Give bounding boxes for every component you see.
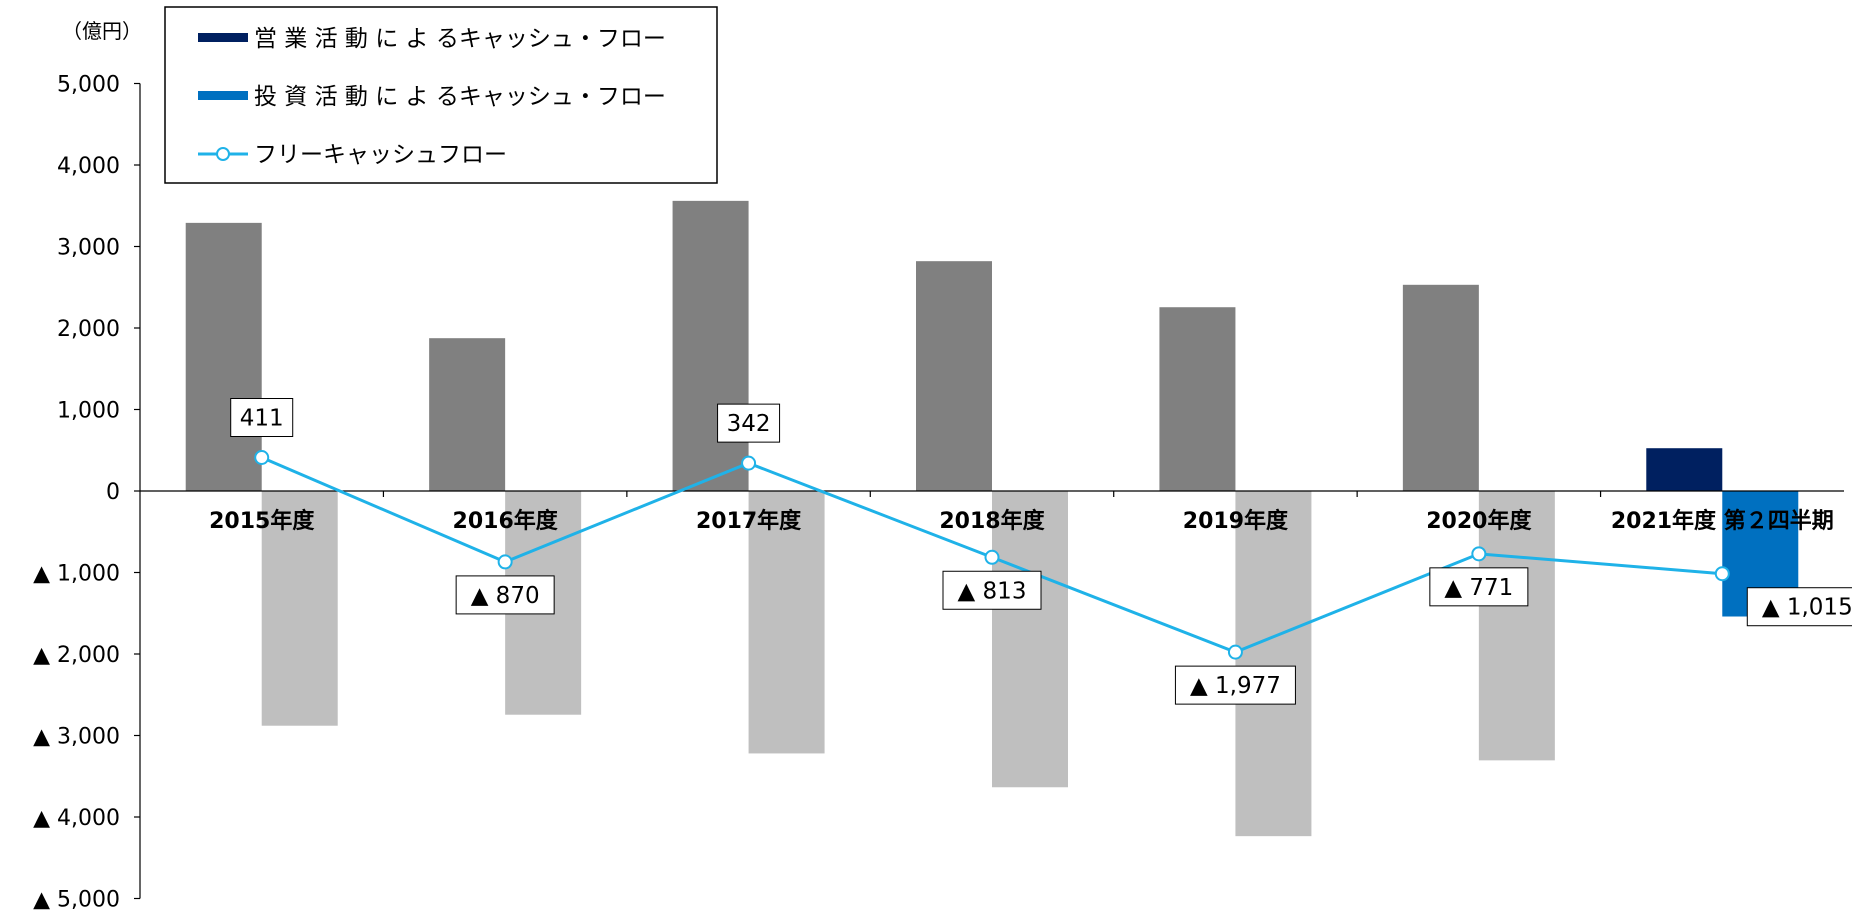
investing-bar [992, 491, 1068, 788]
operating-bar [185, 222, 262, 492]
investing-bar [1235, 491, 1312, 837]
y-tick-label: ▲ 1,000 [33, 562, 120, 587]
fcf-data-label-box [1174, 665, 1296, 705]
legend-swatch-investing [198, 91, 248, 100]
y-tick-label: 1,000 [57, 399, 120, 424]
fcf-data-label: ▲ 1,977 [1190, 673, 1281, 699]
legend-label-operating: 営 業 活 動 に よ るキャッシュ・フロー [254, 26, 666, 52]
fcf-point [1227, 644, 1243, 660]
fcf-data-label: ▲ 771 [1444, 575, 1513, 601]
category-label: 2021年度 第２四半期 [1611, 508, 1834, 534]
fcf-data-label-box [455, 575, 555, 615]
y-tick-label: 0 [106, 480, 120, 505]
fcf-point [254, 450, 270, 466]
fcf-data-label-box [942, 570, 1042, 610]
fcf-data-label: ▲ 870 [471, 583, 540, 609]
fcf-data-label: 411 [240, 406, 284, 432]
category-label: 2017年度 [696, 508, 802, 534]
investing-bars [261, 491, 1799, 837]
category-label: 2018年度 [939, 508, 1045, 534]
fcf-data-label-box [1746, 587, 1852, 627]
operating-bar [1646, 448, 1723, 491]
operating-bar [1159, 307, 1236, 491]
fcf-data-labels: 411 ▲ 870 342 ▲ 813 ▲ 1,977 ▲ 771 ▲ 1,015 [230, 398, 1852, 705]
y-tick-labels: 5,000 4,000 3,000 2,000 1,000 0 ▲ 1,000 ▲ 2,000… [33, 73, 120, 911]
operating-bar [672, 200, 749, 492]
category-label: 2015年度 [209, 508, 315, 534]
operating-bar [916, 261, 992, 491]
operating-bars [185, 200, 1723, 492]
fcf-data-label: 342 [727, 411, 771, 437]
category-label: 2020年度 [1426, 508, 1532, 534]
legend-label-investing: 投 資 活 動 に よ るキャッシュ・フロー [254, 84, 666, 110]
fcf-data-label-box [717, 403, 781, 443]
fcf-point [1714, 566, 1730, 582]
investing-bar [261, 491, 338, 726]
legend-swatch-fcf-marker [216, 147, 230, 161]
investing-bar [1478, 491, 1555, 761]
fcf-point [1471, 546, 1487, 562]
legend-box [164, 6, 718, 184]
legend: 営 業 活 動 に よ るキャッシュ・フロー 投 資 活 動 に よ るキャッシ… [164, 6, 718, 184]
legend-swatch-operating [198, 33, 248, 42]
fcf-data-label-box [1429, 567, 1529, 607]
operating-bar [429, 338, 506, 491]
y-tick-label: ▲ 2,000 [33, 643, 120, 668]
axes [134, 82, 1844, 900]
fcf-point [984, 549, 1000, 565]
y-tick-label: 3,000 [57, 236, 120, 261]
y-tick-label: 4,000 [57, 154, 120, 179]
plot-area: 5,000 4,000 3,000 2,000 1,000 0 ▲ 1,000 ▲ 2,000… [33, 73, 1852, 911]
unit-label: （億円） [62, 19, 142, 43]
operating-bar [1402, 284, 1479, 491]
legend-label-fcf: フリーキャッシュフロー [254, 142, 507, 168]
category-label: 2016年度 [453, 508, 559, 534]
category-label: 2019年度 [1183, 508, 1289, 534]
fcf-data-label: ▲ 1,015 [1762, 595, 1852, 621]
y-tick-label: ▲ 4,000 [33, 806, 120, 831]
fcf-line-series [254, 450, 1730, 660]
y-tick-label: 2,000 [57, 317, 120, 342]
fcf-point [497, 554, 513, 570]
fcf-data-label-box [230, 398, 294, 438]
category-labels: 2015年度 2016年度 2017年度 2018年度 2019年度 2020年度 2021… [209, 508, 1834, 534]
y-tick-label: 5,000 [57, 73, 120, 98]
investing-bar [748, 491, 825, 754]
fcf-point [741, 455, 757, 471]
y-tick-label: ▲ 3,000 [33, 725, 120, 750]
y-tick-label: ▲ 5,000 [33, 888, 120, 911]
fcf-data-label: ▲ 813 [958, 578, 1027, 604]
